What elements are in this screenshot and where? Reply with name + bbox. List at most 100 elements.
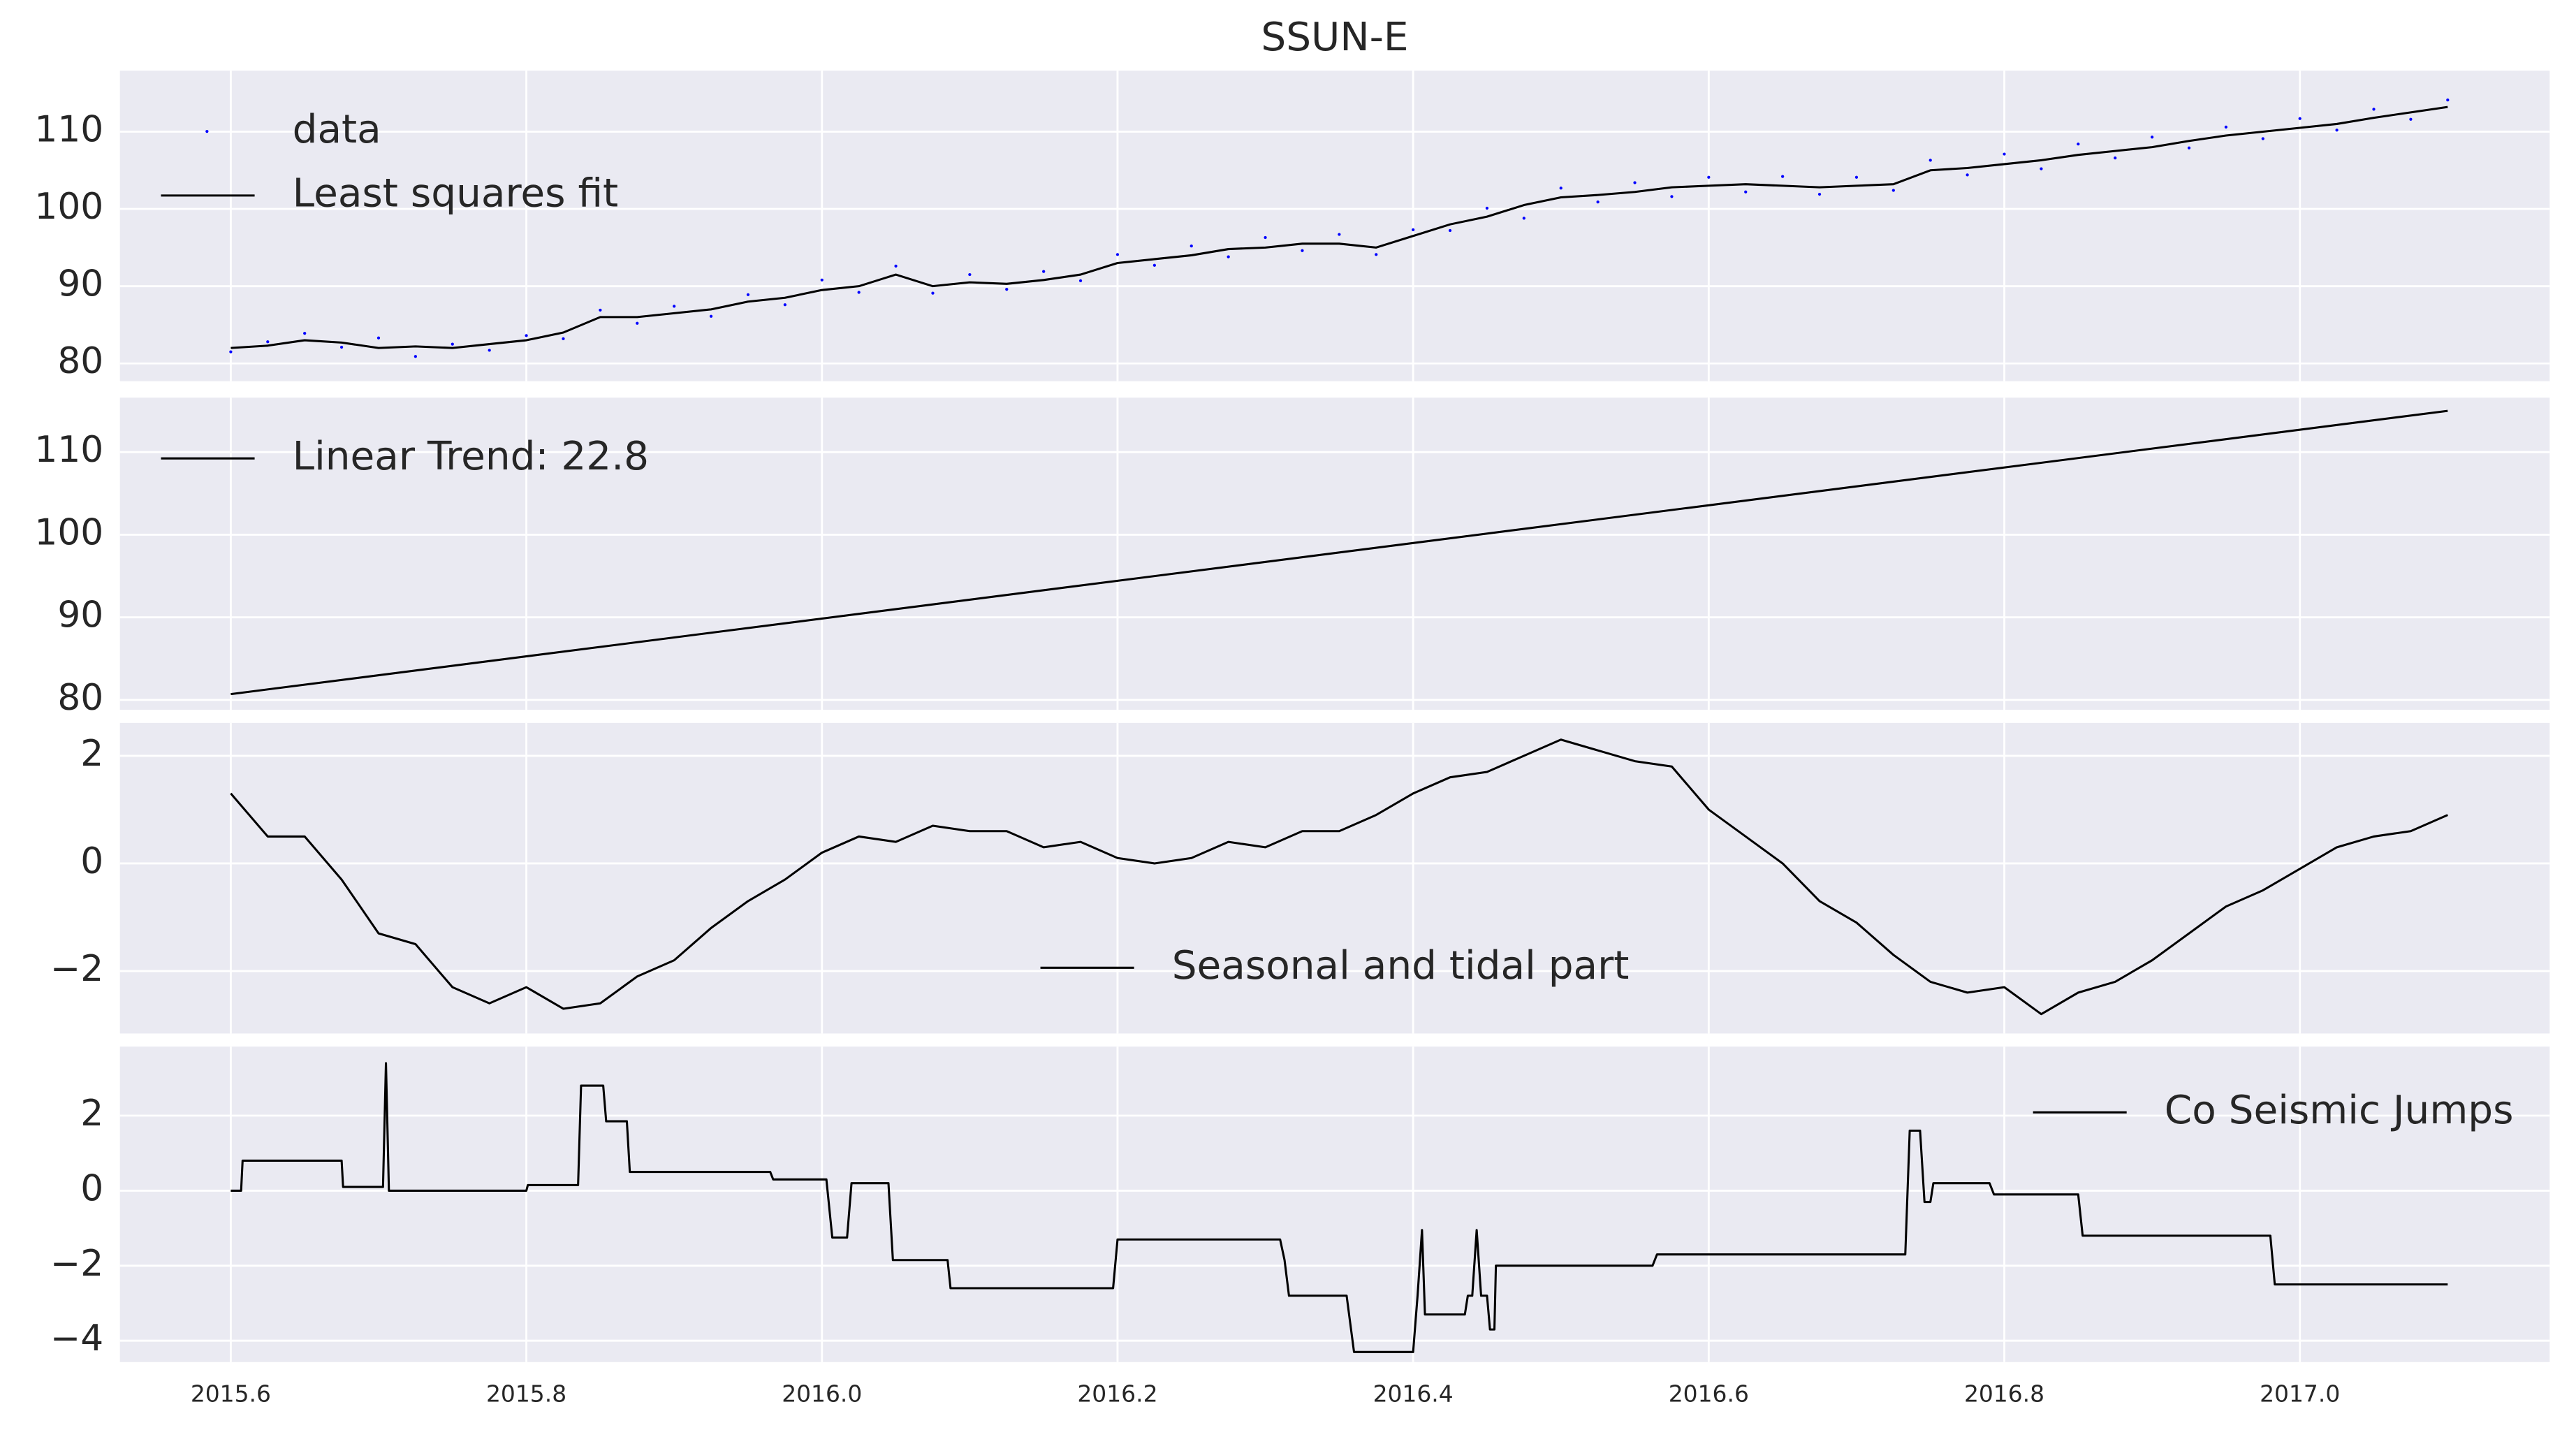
legend-label: Least squares fit	[293, 171, 619, 217]
y-tick-label: 100	[34, 511, 103, 553]
legend-marker	[205, 130, 209, 133]
x-tick-label: 2016.2	[1077, 1380, 1157, 1407]
data-point	[894, 264, 898, 268]
legend-label: Seasonal and tidal part	[1172, 943, 1630, 988]
legend-label: data	[293, 107, 381, 152]
data-point	[1042, 270, 1046, 273]
data-point	[1707, 175, 1711, 179]
data-point	[599, 308, 602, 312]
data-point	[1854, 175, 1859, 179]
data-point	[673, 305, 676, 308]
data-point	[2224, 125, 2228, 129]
plot-area	[119, 722, 2550, 1034]
legend-label: Linear Trend: 22.8	[293, 434, 649, 479]
data-point	[525, 334, 528, 337]
data-point	[1115, 253, 1120, 256]
data-point	[2335, 129, 2339, 132]
x-tick-label: 2017.0	[2260, 1380, 2340, 1407]
data-point	[1670, 195, 1674, 198]
data-point	[376, 336, 381, 340]
data-point	[746, 293, 750, 296]
data-point	[1338, 233, 1341, 236]
data-point	[2040, 167, 2043, 170]
data-point	[2372, 108, 2376, 111]
y-tick-label: 90	[57, 594, 103, 636]
data-point	[1190, 245, 1193, 248]
y-tick-label: 100	[34, 186, 103, 228]
data-point	[2003, 152, 2006, 156]
data-point	[1005, 287, 1009, 291]
x-tick-label: 2016.0	[782, 1380, 862, 1407]
data-point	[266, 340, 270, 344]
data-point	[1744, 190, 1748, 194]
data-point	[414, 355, 418, 358]
series-line	[230, 1062, 2448, 1353]
data-point	[636, 321, 639, 325]
figure-body: SSUN-E 80 90 100 110 data Least squares fit 80 9…	[34, 15, 2550, 1407]
y-tick-label: −4	[50, 1318, 103, 1359]
data-point	[1929, 159, 1932, 162]
y-tick-label: −2	[50, 948, 103, 990]
x-tick-label: 2015.8	[486, 1380, 566, 1407]
data-point	[1817, 192, 1822, 196]
x-tick-label: 2016.8	[1964, 1380, 2044, 1407]
data-point	[709, 314, 713, 318]
data-point	[1522, 217, 1525, 220]
data-point	[2187, 146, 2191, 149]
data-point	[2298, 117, 2301, 120]
chart-title: SSUN-E	[1261, 15, 1408, 60]
data-point	[968, 272, 972, 277]
data-point	[1375, 253, 1378, 256]
y-tick-label: 2	[80, 733, 103, 775]
data-point	[1448, 228, 1452, 233]
data-point	[451, 342, 454, 346]
y-tick-label: 0	[80, 1167, 103, 1209]
data-point	[1301, 249, 1304, 252]
y-tick-label: 110	[34, 429, 103, 471]
x-tick-label: 2016.6	[1669, 1380, 1749, 1407]
data-point	[1633, 181, 1637, 184]
y-tick-label: 80	[57, 677, 103, 719]
data-point	[1412, 228, 1415, 232]
data-point	[2150, 136, 2154, 139]
x-tick-label: 2016.4	[1373, 1380, 1454, 1407]
data-point	[229, 350, 233, 353]
plot-area	[119, 71, 2550, 381]
data-point	[1559, 187, 1563, 190]
y-tick-label: 110	[34, 108, 103, 150]
data-point	[783, 303, 786, 307]
data-point	[820, 278, 824, 282]
data-point	[1596, 200, 1600, 204]
data-point	[1891, 189, 1895, 192]
y-tick-label: 80	[57, 340, 103, 382]
data-point	[2446, 99, 2450, 102]
series-line	[230, 738, 2448, 1016]
data-point	[2409, 117, 2413, 121]
plot-area	[119, 1046, 2550, 1362]
data-point	[1485, 206, 1489, 210]
data-point	[562, 337, 565, 340]
data-point	[303, 331, 307, 335]
data-point	[1781, 175, 1785, 178]
data-point	[1078, 279, 1083, 283]
y-tick-label: 0	[80, 840, 103, 882]
data-point	[488, 349, 491, 352]
y-tick-label: 90	[57, 263, 103, 305]
data-point	[1264, 235, 1267, 240]
data-point	[931, 291, 935, 295]
data-point	[2261, 137, 2264, 140]
data-point	[1152, 263, 1156, 267]
data-point	[2077, 143, 2080, 146]
data-point	[1966, 173, 1969, 177]
legend-label: Co Seismic Jumps	[2165, 1088, 2514, 1133]
y-tick-label: 2	[80, 1093, 103, 1134]
series-line	[230, 409, 2448, 696]
y-tick-label: −2	[50, 1243, 103, 1285]
data-point	[857, 291, 861, 294]
data-point	[2114, 156, 2117, 160]
x-tick-label: 2015.6	[191, 1380, 271, 1407]
series-line	[230, 105, 2448, 349]
data-point	[339, 345, 344, 349]
data-point	[1227, 255, 1230, 258]
